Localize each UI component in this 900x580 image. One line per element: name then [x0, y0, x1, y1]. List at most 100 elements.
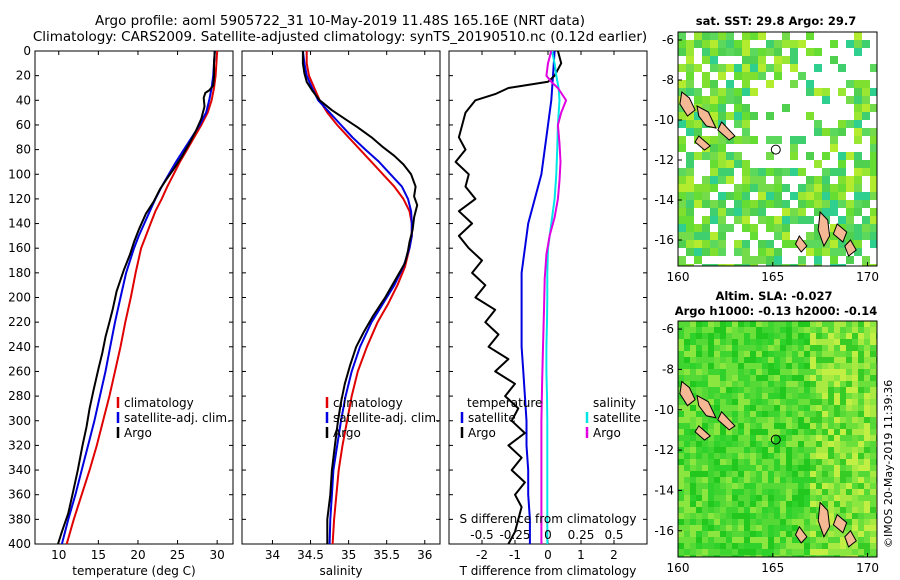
sla-cell — [726, 543, 732, 549]
sla-cell — [762, 489, 768, 495]
sla-cell — [744, 423, 750, 429]
legend-label: satellite-adj. clim. — [124, 411, 231, 425]
sla-cell — [870, 507, 876, 513]
sst-cell — [734, 152, 742, 160]
sst-cell — [758, 168, 766, 176]
sla-cell — [780, 453, 786, 459]
sst-cell — [814, 248, 822, 256]
sla-cell — [816, 543, 822, 549]
sla-cell — [696, 441, 702, 447]
legend-label: satellite — [468, 411, 516, 425]
sla-cell — [684, 453, 690, 459]
sla-cell — [786, 387, 792, 393]
sla-cell — [786, 507, 792, 513]
sla-cell — [750, 519, 756, 525]
sla-cell — [780, 369, 786, 375]
sst-cell — [710, 160, 718, 168]
sst-cell — [742, 240, 750, 248]
sla-cell — [840, 483, 846, 489]
sla-cell — [702, 333, 708, 339]
map-y-tick-label: -6 — [662, 322, 674, 336]
sla-cell — [846, 423, 852, 429]
sla-cell — [828, 525, 834, 531]
sla-cell — [714, 471, 720, 477]
sst-cell — [750, 64, 758, 72]
sla-cell — [792, 495, 798, 501]
sla-cell — [720, 363, 726, 369]
sla-cell — [840, 435, 846, 441]
x-tick-label: 35 — [341, 548, 356, 562]
sst-cell — [782, 264, 790, 266]
sst-cell — [838, 152, 846, 160]
sla-cell — [780, 423, 786, 429]
sst-cell — [742, 192, 750, 200]
sla-cell — [810, 549, 816, 555]
sla-cell — [744, 411, 750, 417]
sla-cell — [756, 501, 762, 507]
sst-cell — [694, 120, 702, 128]
sst-cell — [830, 192, 838, 200]
sst_map-frame — [677, 31, 878, 267]
sla-cell — [732, 327, 738, 333]
sst-cell — [742, 216, 750, 224]
sla-cell — [720, 531, 726, 537]
sla-cell — [774, 321, 780, 327]
sla-cell — [678, 543, 684, 549]
sla-cell — [834, 471, 840, 477]
sla-cell — [834, 441, 840, 447]
sst-cell — [862, 112, 870, 120]
sla-cell — [732, 411, 738, 417]
sla-cell — [804, 357, 810, 363]
sst-cell — [750, 112, 758, 120]
y-tick-label: 300 — [8, 414, 31, 428]
sst-cell — [830, 184, 838, 192]
sst-cell — [774, 72, 782, 80]
sla-cell — [720, 483, 726, 489]
sst-cell — [710, 40, 718, 48]
sla-cell — [738, 423, 744, 429]
sst-cell — [806, 216, 814, 224]
sla-cell — [828, 423, 834, 429]
sst-cell — [782, 232, 790, 240]
sla-cell — [684, 345, 690, 351]
sla-cell — [810, 429, 816, 435]
sla-cell — [804, 423, 810, 429]
sla-cell — [768, 543, 774, 549]
sla-cell — [780, 537, 786, 543]
sla-cell — [702, 525, 708, 531]
sla-cell — [762, 525, 768, 531]
sla-cell — [708, 507, 714, 513]
sla-cell — [846, 495, 852, 501]
sst-cell — [742, 104, 750, 112]
sla-cell — [732, 489, 738, 495]
sst-cell — [782, 104, 790, 112]
sla-cell — [756, 363, 762, 369]
salinity-panel: 34 34.5 35 35.5 36salinityclimatologysatelli… — [241, 50, 441, 578]
sla-cell — [738, 495, 744, 501]
sla-cell — [864, 321, 870, 327]
sla-cell — [762, 483, 768, 489]
sla-cell — [750, 495, 756, 501]
sst-cell — [790, 216, 798, 224]
sla-cell — [714, 459, 720, 465]
sst-cell — [686, 152, 694, 160]
sla-cell — [756, 423, 762, 429]
sla-cell — [774, 357, 780, 363]
sla-cell — [822, 405, 828, 411]
sla-cell — [840, 453, 846, 459]
sla-cell — [792, 543, 798, 549]
sst-cell — [678, 208, 686, 216]
sla-cell — [732, 345, 738, 351]
sst-cell — [726, 264, 734, 266]
sla-cell — [714, 387, 720, 393]
y-tick-label: 120 — [8, 192, 31, 206]
sst-cell — [838, 120, 846, 128]
sla-cell — [678, 453, 684, 459]
sla-cell — [774, 525, 780, 531]
sst-cell — [678, 136, 686, 144]
sst-cell — [766, 80, 774, 88]
sla-cell — [840, 555, 846, 557]
sla-cell — [810, 399, 816, 405]
sla-cell — [816, 501, 822, 507]
sla-cell — [786, 501, 792, 507]
